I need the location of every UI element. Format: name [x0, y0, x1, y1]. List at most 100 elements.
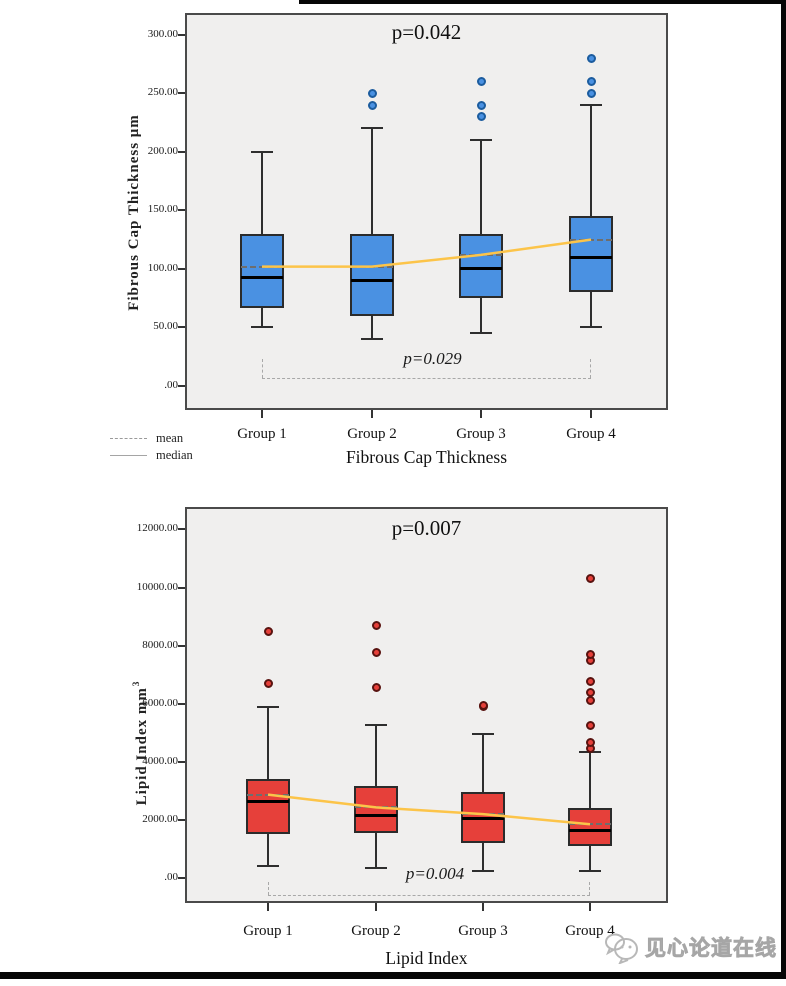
- category-label: Group 2: [351, 923, 401, 939]
- comparison-bracket-end: [262, 359, 263, 378]
- whisker-cap-top: [470, 139, 492, 142]
- y-tick-label: 250.00: [147, 86, 178, 99]
- category-label: Group 3: [456, 426, 506, 442]
- outlier-dot: [586, 77, 596, 87]
- mean-dashed-line-swatch: [110, 438, 147, 439]
- y-tick-mark: [178, 267, 185, 270]
- outlier-dot: [263, 678, 273, 688]
- lipid-index-chart: p=0.007 Lipid Index mm3 Lipid Index 1200…: [0, 493, 786, 986]
- box: [354, 786, 398, 833]
- outlier-dot: [371, 620, 381, 630]
- median-line: [460, 267, 502, 271]
- mean-dashed-line: [355, 806, 397, 809]
- y-tick-mark: [178, 326, 185, 329]
- outlier-dot: [585, 696, 595, 706]
- y-tick-mark: [178, 702, 185, 705]
- x-tick-mark: [267, 903, 269, 911]
- whisker-cap-top: [472, 733, 494, 736]
- y-tick-mark: [178, 385, 185, 387]
- whisker-cap-top: [361, 127, 383, 130]
- outlier-dot: [585, 574, 595, 584]
- median-line: [351, 279, 393, 283]
- p-value-title: p=0.042: [391, 20, 462, 44]
- y-tick-label: 10000.00: [136, 580, 178, 593]
- x-tick-mark: [480, 410, 482, 418]
- box: [246, 778, 290, 835]
- outlier-dot: [371, 683, 381, 693]
- whisker-cap-bottom: [257, 865, 279, 868]
- y-tick-label: 300.00: [147, 27, 178, 40]
- p-value-title: p=0.007: [391, 516, 462, 540]
- comparison-p-value-label: p=0.029: [403, 349, 462, 368]
- median-line: [570, 255, 612, 259]
- y-tick-label: 4000.00: [142, 754, 178, 767]
- outlier-dot: [476, 77, 486, 87]
- y-tick-mark: [178, 586, 185, 589]
- x-tick-mark: [371, 410, 373, 418]
- y-tick-mark: [178, 644, 185, 647]
- x-axis-title: Fibrous Cap Thickness: [345, 447, 508, 467]
- whisker-cap-top: [365, 724, 387, 727]
- box: [569, 216, 613, 293]
- y-tick-mark: [178, 33, 185, 36]
- watermark-logo-icon: [605, 933, 638, 964]
- mean-dashed-line: [462, 813, 504, 816]
- category-label: Group 1: [243, 923, 293, 939]
- outlier-dot: [371, 648, 381, 658]
- comparison-bracket-end: [589, 882, 590, 895]
- x-tick-mark: [261, 410, 263, 418]
- whisker-cap-bottom: [365, 866, 387, 869]
- median-line: [462, 816, 504, 820]
- mean-dashed-line: [241, 265, 283, 268]
- legend-row-mean: mean: [110, 430, 193, 447]
- page-top-border: [299, 0, 786, 4]
- category-label: Group 1: [237, 426, 287, 442]
- category-label: Group 2: [347, 426, 397, 442]
- outlier-dot: [586, 88, 596, 98]
- box: [240, 233, 284, 308]
- outlier-dot: [367, 88, 377, 98]
- whisker-cap-bottom: [580, 326, 602, 329]
- y-tick-label: 12000.00: [136, 522, 178, 535]
- watermark-text: 见心论道在线: [645, 936, 777, 961]
- y-tick-mark: [178, 92, 185, 95]
- outlier-dot: [585, 649, 595, 659]
- outlier-dot: [585, 720, 595, 730]
- fibrous-cap-thickness-chart: p=0.042 Fibrous Cap Thickness μm Fibrous…: [110, 13, 668, 467]
- watermark: 见心论道在线: [602, 930, 777, 964]
- y-tick-label: .00: [164, 379, 178, 391]
- mean-dashed-line: [569, 823, 611, 826]
- x-tick-mark: [589, 903, 591, 911]
- outlier-dot: [476, 112, 486, 122]
- legend-label-median: median: [156, 448, 193, 462]
- legend-row-median: median: [110, 447, 193, 464]
- y-tick-label: 200.00: [147, 144, 178, 157]
- y-tick-mark: [178, 150, 185, 153]
- page-bottom-border: [0, 972, 786, 979]
- y-tick-label: 8000.00: [142, 638, 178, 651]
- x-tick-mark: [482, 903, 484, 911]
- outlier-dot: [263, 626, 273, 636]
- legend-label-mean: mean: [156, 431, 184, 445]
- category-label: Group 3: [458, 923, 508, 939]
- mean-dashed-line: [460, 253, 502, 256]
- whisker-cap-bottom: [579, 869, 601, 872]
- comparison-p-value-label: p=0.004: [405, 864, 465, 883]
- x-axis-title: Lipid Index: [385, 948, 468, 968]
- y-tick-label: 2000.00: [142, 812, 178, 825]
- x-tick-mark: [375, 903, 377, 911]
- whisker-cap-bottom: [251, 326, 273, 329]
- outlier-dot: [478, 700, 488, 710]
- page-right-border: [781, 0, 786, 978]
- box: [459, 233, 503, 299]
- comparison-bracket: [262, 378, 591, 379]
- outlier-dot: [367, 100, 377, 110]
- outlier-dot: [586, 53, 596, 63]
- mean-dashed-line: [247, 793, 289, 796]
- outlier-dot: [585, 738, 595, 748]
- y-tick-mark: [178, 528, 185, 531]
- comparison-bracket-end: [268, 882, 269, 895]
- mean-median-legend: mean median: [110, 430, 193, 464]
- median-line: [241, 275, 283, 279]
- y-tick-mark: [178, 209, 185, 212]
